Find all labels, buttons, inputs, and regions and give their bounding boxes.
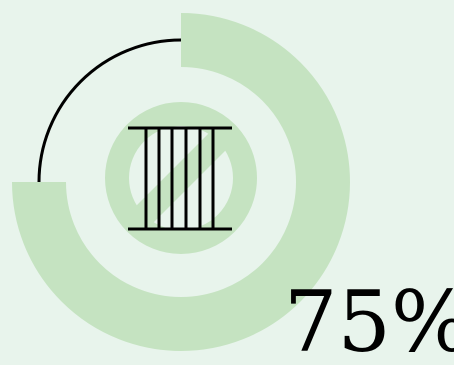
- no-symbol-slash: [127, 124, 235, 232]
- no-symbol-ring: [105, 102, 257, 254]
- progress-fill-arc: [12, 13, 350, 351]
- barred-no-symbol-icon: [105, 102, 257, 254]
- bars-icon: [128, 126, 232, 231]
- progress-percent-label: 75%: [284, 273, 454, 365]
- progress-remainder-arc: [37, 38, 182, 183]
